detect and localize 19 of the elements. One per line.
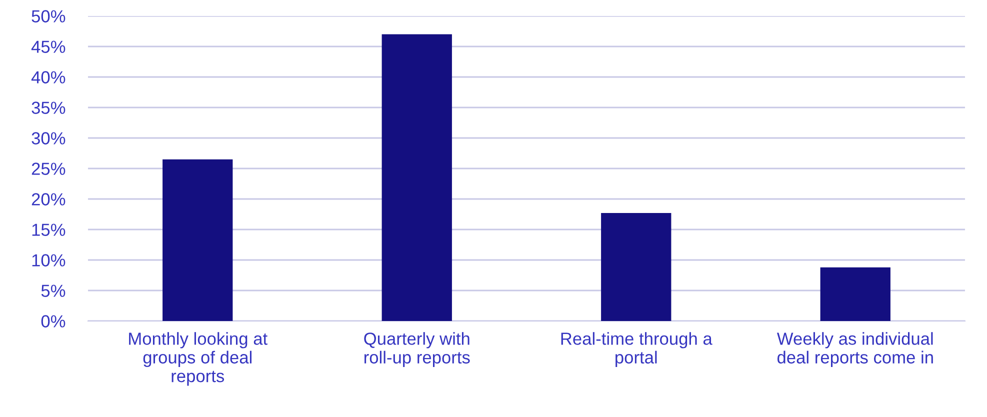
y-tick-label: 0% <box>41 315 66 328</box>
y-tick-label: 25% <box>32 162 66 175</box>
x-tick-label: Weekly as individual deal reports come in <box>776 332 933 367</box>
bar <box>382 34 452 321</box>
x-tick-label: Real-time through a portal <box>561 332 712 367</box>
y-tick-label: 20% <box>32 193 66 206</box>
bar <box>162 159 233 321</box>
y-tick-label: 30% <box>32 132 66 144</box>
y-tick-label: 50% <box>32 10 66 22</box>
x-tick-label: Monthly looking at groups of deal reports <box>129 332 268 386</box>
y-tick-label: 35% <box>32 102 66 114</box>
bar <box>601 213 672 321</box>
y-tick-label: 15% <box>32 224 66 236</box>
y-tick-label: 45% <box>31 40 66 53</box>
x-tick-label: Quarterly with roll-up reports <box>364 332 470 367</box>
y-tick-label: 5% <box>41 284 66 297</box>
y-tick-label: 40% <box>31 71 66 84</box>
y-tick-label: 10% <box>32 254 66 266</box>
bar <box>820 267 890 321</box>
